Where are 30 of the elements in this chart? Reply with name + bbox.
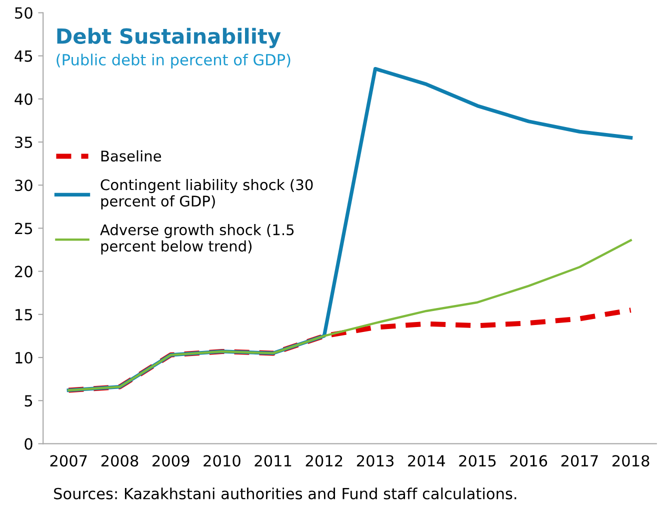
text: (Public debt in percent of GDP)	[56, 54, 290, 68]
legend-label: Baseline	[101, 150, 162, 162]
y-tick-label: 5	[24, 395, 32, 407]
y-tick-label: 25	[15, 222, 32, 234]
x-tick-label: 2018	[612, 455, 650, 467]
x-tick-label: 2007	[50, 455, 87, 467]
x-tick-label: 2015	[459, 455, 496, 467]
y-tick-label: 10	[16, 352, 32, 364]
x-tick-label: 2013	[356, 455, 394, 467]
y-tick-label: 15	[16, 309, 32, 320]
line-series	[68, 239, 632, 392]
x-tick-label: 2012	[306, 455, 342, 467]
text: Debt Sustainability	[57, 28, 281, 48]
x-tick-label: 2009	[152, 455, 190, 467]
y-tick-label: 30	[15, 180, 32, 192]
y-tick-label: 50	[15, 7, 32, 19]
y-tick-label: 0	[24, 438, 32, 450]
y-tick-label: 20	[15, 266, 32, 278]
y-tick-label: 45	[14, 50, 32, 62]
x-tick-label: 2017	[561, 455, 598, 467]
x-tick-label: 2008	[101, 455, 138, 467]
source-note: Sources: Kazakhstani authorities and Fund staff calculations.	[54, 488, 516, 500]
y-tick-label: 35	[15, 136, 32, 148]
x-tick-label: 2011	[254, 455, 292, 467]
legend-label: Adverse growth shock (1.5 percent below trend)	[100, 224, 294, 254]
x-tick-label: 2016	[510, 455, 548, 467]
legend-label: Contingent liability shock (30 percent of GDP)	[100, 178, 313, 210]
y-tick-label: 40	[14, 93, 32, 105]
x-tick-label: 2010	[204, 455, 240, 467]
x-tick-label: 2014	[408, 455, 445, 467]
